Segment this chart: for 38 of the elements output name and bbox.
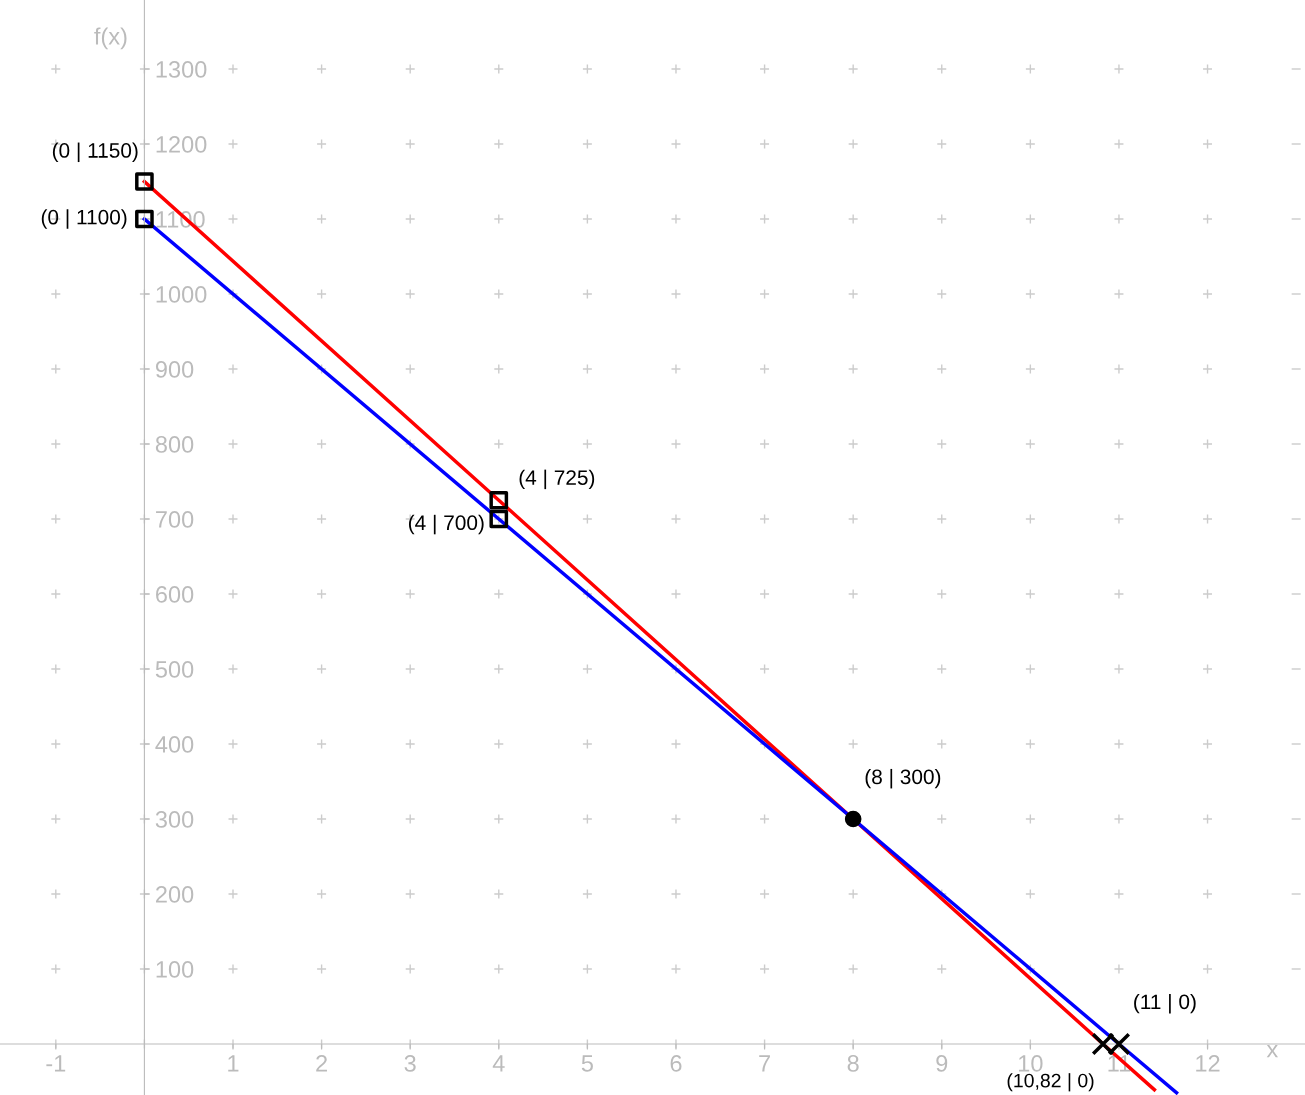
x-tick-label: 5 — [581, 1055, 593, 1072]
x-tick-label: 12 — [1196, 1055, 1220, 1072]
x-tick-label: 7 — [759, 1055, 770, 1072]
x-tick-label: 10 — [1019, 1055, 1043, 1072]
annotation: (4 | 700) — [408, 514, 484, 535]
point — [489, 490, 509, 510]
y-tick-label: 1200 — [156, 136, 207, 153]
annotation: (11 | 0) — [1134, 993, 1196, 1014]
point — [489, 509, 509, 529]
y-axis-title: f(x) — [94, 27, 127, 50]
point — [135, 209, 154, 229]
annotation: (8 | 300) — [865, 768, 941, 789]
y-tick-label: 700 — [156, 511, 194, 528]
point — [844, 810, 862, 828]
y-tick-label: 100 — [156, 961, 194, 978]
x-axis-title: x — [1266, 1044, 1279, 1058]
annotation: (0 | 1150) — [52, 142, 138, 163]
x-tick-label: 3 — [404, 1055, 416, 1072]
x-tick-label: 4 — [492, 1055, 505, 1072]
point — [135, 172, 154, 191]
x-tick-label: 6 — [670, 1055, 682, 1072]
annotation: (10,82 | 0) — [1007, 1073, 1094, 1092]
x-tick-label: 2 — [316, 1055, 327, 1072]
annotation: (0 | 1100) — [41, 209, 127, 229]
y-tick-label: 300 — [155, 811, 194, 828]
y-tick-label: 400 — [155, 736, 194, 753]
y-tick-label: 1300 — [156, 61, 207, 78]
y-tick-label: 500 — [155, 661, 194, 678]
y-tick-label: 800 — [155, 436, 194, 453]
y-tick-label: 900 — [155, 361, 194, 378]
y-tick-label: 600 — [156, 586, 194, 603]
annotation: (4 | 725) — [519, 469, 595, 490]
x-tick-label: 9 — [936, 1055, 948, 1072]
x-tick-label: -1 — [46, 1055, 66, 1072]
y-tick-label: 200 — [156, 886, 194, 903]
y-tick-label: 1000 — [156, 286, 207, 303]
x-tick-label: 1 — [228, 1055, 239, 1072]
x-tick-label: 8 — [847, 1055, 859, 1072]
